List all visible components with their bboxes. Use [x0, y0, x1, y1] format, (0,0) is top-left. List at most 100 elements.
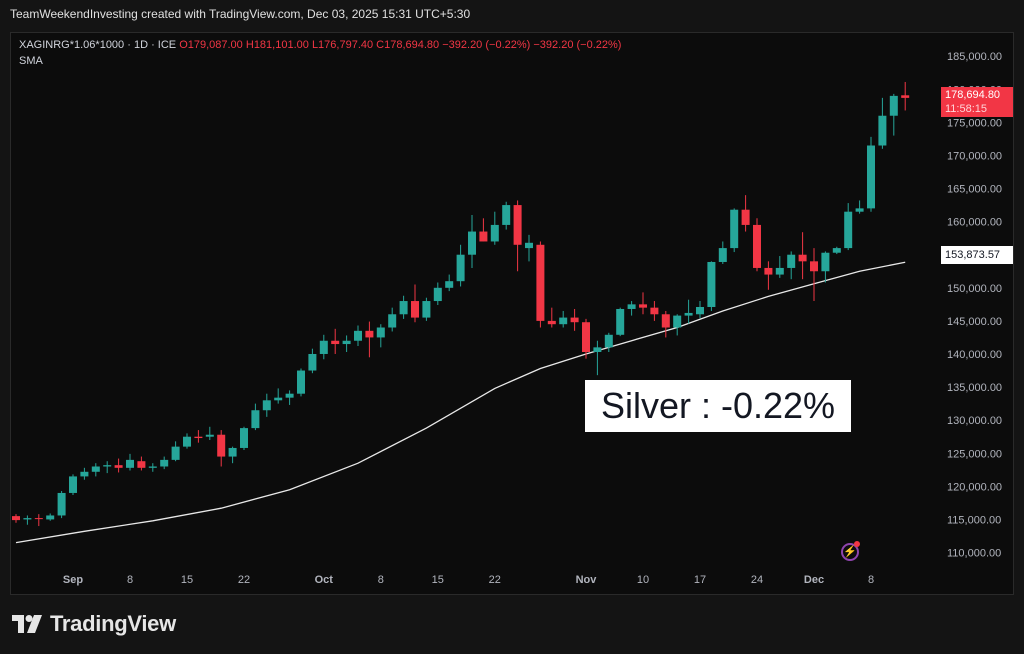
x-tick-label: Oct [315, 574, 334, 586]
candle-body [536, 244, 545, 321]
candle-body [753, 224, 761, 268]
x-tick-label: 10 [637, 574, 649, 586]
candle-body [91, 466, 100, 472]
candle-body [365, 330, 374, 338]
candle-body [844, 211, 853, 249]
candle-body [593, 347, 602, 352]
candle-body [422, 301, 431, 318]
candle-body [650, 307, 659, 315]
candle-body [433, 287, 442, 302]
y-tick-label: 135,000.00 [947, 382, 1002, 394]
y-tick-label: 115,000.00 [947, 514, 1001, 526]
x-tick-label: 8 [868, 574, 874, 586]
x-tick-label: Dec [804, 574, 824, 586]
y-tick-label: 170,000.00 [947, 150, 1002, 162]
x-tick-label: Nov [576, 574, 598, 586]
candle-body [639, 304, 647, 308]
candle-body [867, 145, 875, 209]
x-tick-label: 17 [694, 574, 706, 586]
candle-body [80, 471, 89, 477]
sma-price-value: 153,873.57 [945, 249, 1001, 261]
x-tick-label: 8 [127, 574, 133, 586]
candle-body [810, 261, 818, 272]
silver-annotation: Silver : -0.22% [585, 380, 851, 432]
candle-body [388, 314, 397, 328]
candle-body [103, 465, 112, 467]
candle-body [730, 209, 739, 249]
sma-price-tag: 153,873.57 [941, 246, 1013, 264]
y-tick-label: 160,000.00 [947, 217, 1002, 229]
bar-countdown: 11:58:15 [945, 103, 988, 115]
candle-body [308, 353, 317, 371]
candle-body [445, 281, 454, 288]
last-price-value: 178,694.80 [945, 89, 1001, 101]
candle-body [217, 434, 226, 457]
candle-body [23, 518, 32, 520]
candle-body [513, 205, 522, 245]
legend-sma-label: SMA [19, 55, 43, 67]
candle-body [673, 315, 682, 328]
candle-body [582, 322, 590, 352]
candle-body [285, 393, 294, 398]
attribution-bar: TeamWeekendInvesting created with Tradin… [0, 0, 1024, 28]
candlestick-chart[interactable]: 110,000.00 115,000.00 120,000.00 125,000.00… [11, 33, 1014, 595]
candle-body [354, 330, 362, 341]
candle-body [798, 254, 807, 262]
candle-body [741, 209, 750, 225]
bolt-alert-icon[interactable]: ⚡ [841, 543, 859, 561]
candle-body [34, 518, 43, 520]
candle-body [889, 95, 898, 116]
x-tick-label: 15 [432, 574, 444, 586]
x-tick-label: 15 [181, 574, 193, 586]
candle-body [148, 466, 157, 468]
candle-body [559, 317, 568, 325]
candle-body [901, 95, 910, 98]
candle-body [240, 428, 248, 448]
candle-body [171, 446, 180, 460]
candle-body [194, 436, 203, 439]
candle-body [69, 476, 77, 493]
attribution-text: TeamWeekendInvesting created with Tradin… [10, 7, 471, 21]
y-tick-label: 150,000.00 [947, 283, 1002, 295]
y-tick-label: 175,000.00 [947, 117, 1002, 129]
candle-body [297, 370, 305, 394]
candle-body [262, 400, 271, 411]
candle-body [342, 340, 351, 345]
tradingview-logo-icon [12, 615, 42, 633]
legend-change-repeat: −392.20 (−0.22%) [533, 39, 622, 51]
candle-body [126, 459, 134, 468]
candle-body [775, 267, 784, 275]
candle-body [274, 397, 283, 401]
candle-body [205, 434, 214, 437]
candle-body [707, 261, 716, 307]
candle-body [228, 447, 237, 457]
candle-body [319, 340, 328, 354]
chart-panel[interactable]: 110,000.00 115,000.00 120,000.00 125,000.00… [10, 32, 1014, 595]
y-tick-label: 185,000.00 [947, 51, 1002, 63]
candle-body [604, 334, 613, 348]
candle-body [160, 459, 169, 467]
candle-body [525, 242, 533, 249]
candle-body [832, 248, 841, 253]
candle-body [878, 115, 887, 146]
candle-body [411, 301, 419, 318]
candle-body [137, 461, 146, 468]
candle-body [183, 436, 191, 447]
footer-branding: TradingView [12, 611, 176, 636]
candle-body [57, 492, 66, 516]
x-tick-label: 22 [489, 574, 501, 586]
candle-body [251, 410, 260, 429]
x-tick-label: 8 [378, 574, 384, 586]
candle-body [570, 317, 579, 323]
candle-body [547, 320, 556, 325]
candle-body [12, 516, 20, 521]
candle-body [718, 248, 727, 262]
candle-body [468, 231, 476, 255]
y-tick-label: 125,000.00 [947, 448, 1002, 460]
legend-low: L176,797.40 [311, 39, 374, 51]
y-tick-label: 145,000.00 [947, 316, 1002, 328]
candle-body [331, 340, 340, 345]
sma-line [15, 261, 906, 544]
candle-body [661, 314, 670, 328]
candle-body [764, 267, 773, 275]
